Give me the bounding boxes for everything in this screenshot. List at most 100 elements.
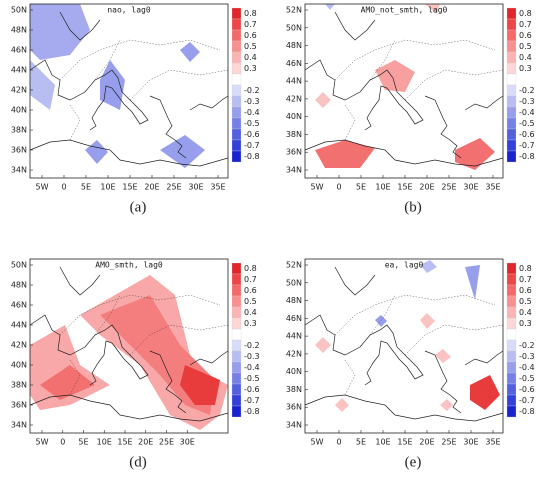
colorbar-cell — [506, 84, 517, 97]
colorbar-cell — [506, 295, 517, 308]
colorbar-label: -0.5 — [244, 374, 260, 383]
colorbar-label: -0.7 — [519, 141, 535, 150]
colorbar-label: 0.5 — [244, 297, 257, 306]
colorbar-label: 0.6 — [519, 286, 532, 295]
lat-label: 44N — [11, 66, 27, 75]
colorbar-label: -0.4 — [244, 363, 260, 372]
lat-label: 42N — [286, 349, 302, 358]
panel-title: ea, lag0 — [385, 261, 424, 270]
lat-label: 46N — [11, 301, 27, 310]
lat-label: 34N — [11, 166, 27, 175]
lon-label: 30E — [180, 438, 195, 447]
lon-label: 15E — [117, 438, 132, 447]
lat-label: 42N — [286, 94, 302, 103]
colorbar-cell — [231, 150, 242, 163]
colorbar-cell — [231, 361, 242, 374]
lon-label: 10E — [375, 183, 390, 192]
colorbar-cell — [506, 394, 517, 407]
lat-label: 34N — [286, 421, 302, 430]
lat-label: 38N — [11, 126, 27, 135]
colorbar-cell — [506, 117, 517, 130]
colorbar-cell — [506, 383, 517, 396]
lat-label: 46N — [286, 314, 302, 323]
lat-label: 48N — [11, 281, 27, 290]
caption: (b) — [404, 199, 422, 215]
lat-label: 50N — [11, 6, 27, 15]
colorbar-cell — [231, 95, 242, 108]
colorbar-label: -0.6 — [244, 385, 260, 394]
colorbar-cell — [231, 73, 242, 86]
map-panel: AMO_not_smth, lag0 52N 50N 48N 46N 44N 42N 40N 3… — [286, 3, 535, 215]
colorbar-label: -0.6 — [519, 130, 535, 139]
lon-label: 5W — [36, 438, 49, 447]
colorbar-cell — [506, 139, 517, 152]
colorbar-label: -0.2 — [519, 341, 535, 350]
colorbar-cell — [506, 306, 517, 319]
colorbar-cell — [231, 128, 242, 141]
lat-label: 38N — [11, 381, 27, 390]
caption: (e) — [405, 454, 422, 470]
lat-label: 36N — [286, 403, 302, 412]
colorbar-label: 0.3 — [519, 64, 532, 73]
colorbar-cell — [231, 18, 242, 31]
lat-label: 36N — [11, 146, 27, 155]
colorbar-cell — [231, 117, 242, 130]
colorbar-cell — [506, 317, 517, 330]
colorbar-label: 0.5 — [519, 297, 532, 306]
colorbar-cell — [506, 273, 517, 286]
colorbar-label: -0.4 — [244, 108, 260, 117]
lat-label: 40N — [286, 367, 302, 376]
colorbar-cell — [231, 40, 242, 53]
colorbar-cell — [231, 394, 242, 407]
borders — [334, 39, 504, 141]
colorbar-cell — [231, 7, 242, 20]
colorbar-cell — [231, 383, 242, 396]
colorbar-label: -0.2 — [519, 86, 535, 95]
colorbar-cell — [506, 361, 517, 374]
lon-label: 25E — [166, 183, 181, 192]
colorbar-cell — [506, 40, 517, 53]
colorbar-cell — [506, 18, 517, 31]
colorbar-label: 0.6 — [244, 31, 257, 40]
colorbar-label: -0.6 — [519, 385, 535, 394]
colorbar-label: -0.3 — [519, 97, 535, 106]
colorbar-cell — [231, 106, 242, 119]
lat-label: 44N — [286, 77, 302, 86]
lon-label: 0 — [336, 438, 341, 447]
colorbar-cell — [231, 62, 242, 75]
lon-label: 30E — [463, 183, 478, 192]
colorbar-cell — [231, 328, 242, 341]
colorbar-label: 0.8 — [244, 264, 257, 273]
colorbar-label: 0.8 — [519, 9, 532, 18]
lat-label: 38N — [286, 385, 302, 394]
colorbar-label: 0.7 — [244, 20, 257, 29]
lat-label: 42N — [11, 341, 27, 350]
colorbar-label: 0.4 — [519, 308, 532, 317]
colorbar-cell — [231, 405, 242, 418]
colorbar-label: 0.3 — [519, 319, 532, 328]
colorbar-label: -0.7 — [519, 396, 535, 405]
lat-label: 46N — [11, 46, 27, 55]
lat-label: 46N — [286, 59, 302, 68]
lat-label: 36N — [286, 148, 302, 157]
colorbar-cell — [506, 150, 517, 163]
lat-label: 50N — [11, 261, 27, 270]
colorbar-label: -0.5 — [519, 119, 535, 128]
colorbar-label: -0.7 — [244, 396, 260, 405]
lon-label: 5E — [356, 438, 366, 447]
lon-label: 35E — [485, 183, 500, 192]
lat-label: 48N — [286, 41, 302, 50]
colorbar-label: -0.3 — [244, 97, 260, 106]
lat-label: 44N — [286, 332, 302, 341]
lon-label: 0 — [60, 438, 65, 447]
lon-label: 15E — [122, 183, 137, 192]
lon-label: 5E — [356, 183, 366, 192]
lat-label: 50N — [286, 278, 302, 287]
lon-label: 5W — [311, 183, 324, 192]
lat-label: 48N — [286, 296, 302, 305]
colorbar-label: 0.5 — [244, 42, 257, 51]
lon-label: 20E — [144, 183, 159, 192]
colorbar-cell — [506, 372, 517, 385]
colorbar-cell — [506, 128, 517, 141]
colorbar-label: -0.5 — [519, 374, 535, 383]
